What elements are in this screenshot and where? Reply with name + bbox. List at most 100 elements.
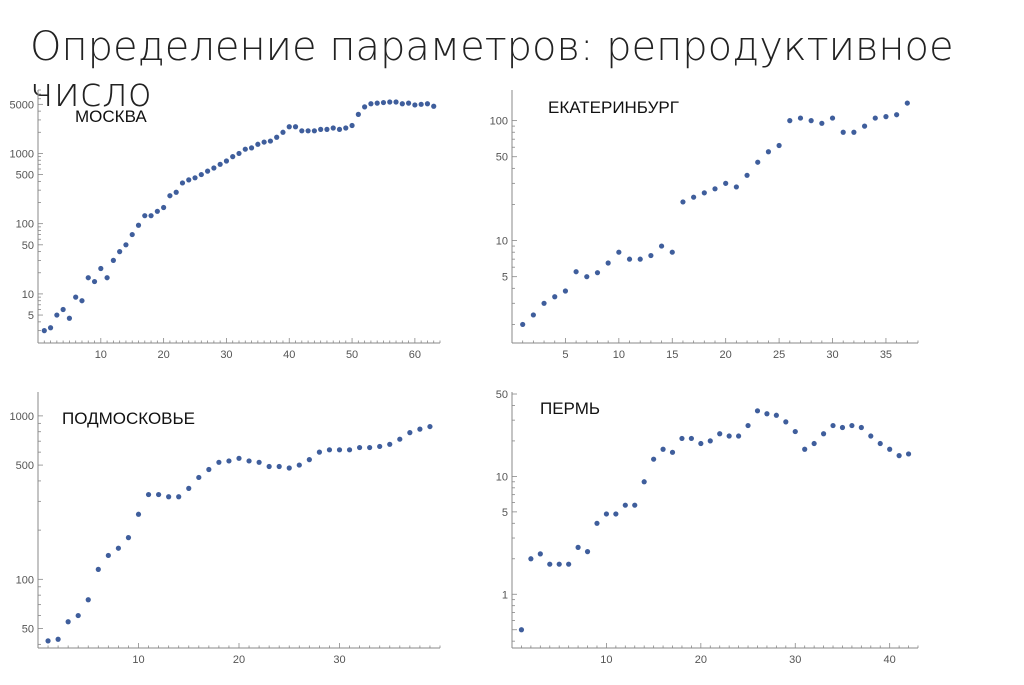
y-tick-label: 5 [502, 272, 508, 284]
data-point [73, 294, 79, 300]
y-tick-label: 50 [22, 624, 34, 636]
data-point [256, 459, 262, 465]
data-point [66, 315, 73, 321]
data-point [839, 424, 846, 431]
data-point [261, 139, 267, 145]
data-point [877, 440, 883, 447]
data-point [651, 456, 657, 462]
data-point [60, 306, 66, 313]
data-point [246, 458, 252, 464]
chart-panel-moscow: 5000 1000 500 100 50 10 5 10 20 30 40 50 60 МОСКВА [10, 89, 441, 361]
data-point [594, 520, 600, 526]
data-point [355, 111, 361, 117]
y-tick-label: 10 [496, 471, 508, 483]
data-point [412, 102, 418, 108]
data-point [868, 433, 874, 439]
data-point [632, 502, 638, 508]
data-point [357, 444, 363, 451]
data-point [530, 312, 536, 318]
data-point [54, 312, 60, 318]
y-tick-label: 100 [490, 116, 508, 128]
data-point [773, 412, 779, 418]
data-point [154, 208, 160, 214]
data-point [236, 150, 242, 157]
data-point [380, 99, 387, 106]
data-point [701, 190, 707, 196]
data-point [698, 440, 704, 447]
panel-title-perm: ПЕРМЬ [540, 399, 600, 418]
data-point [552, 294, 558, 300]
x-tick-label: 20 [233, 654, 245, 666]
data-point [248, 145, 255, 151]
data-point [276, 463, 282, 470]
y-tick-label: 1000 [10, 148, 34, 160]
data-point [797, 115, 804, 121]
y-tick-label: 100 [16, 574, 34, 586]
data-point [148, 213, 154, 219]
x-tick-label: 35 [880, 349, 892, 361]
data-point [764, 411, 770, 417]
data-point [41, 328, 47, 334]
data-point [105, 552, 111, 559]
data-point [872, 115, 878, 121]
data-point [573, 269, 579, 275]
data-point [723, 180, 729, 186]
data-point [820, 431, 827, 437]
data-point [179, 180, 186, 186]
x-tick-label: 10 [600, 654, 612, 666]
data-point [226, 458, 232, 464]
data-point [858, 424, 864, 431]
data-point [808, 118, 814, 124]
x-tick-label: 30 [220, 349, 232, 361]
x-tick-label: 50 [346, 349, 358, 361]
x-tick-label: 15 [666, 349, 678, 361]
panel-title-yekaterinburg: ЕКАТЕРИНБУРГ [548, 98, 679, 117]
data-point [733, 184, 739, 190]
data-point [637, 256, 643, 262]
data-point [206, 466, 212, 473]
data-point [417, 426, 423, 432]
data-point [299, 128, 305, 134]
data-point [861, 123, 868, 129]
y-tick-label: 500 [16, 170, 34, 182]
data-point [255, 141, 261, 147]
data-point [343, 125, 349, 131]
data-point [393, 99, 399, 105]
slide-title: Определение параметров: репродуктивное ч… [30, 24, 954, 116]
data-point [286, 465, 292, 471]
data-point [161, 204, 167, 211]
data-point [318, 126, 324, 132]
data-point [566, 561, 572, 567]
data-point [173, 189, 179, 195]
data-point [292, 124, 299, 130]
data-point [407, 430, 413, 436]
y-tick-label: 5000 [10, 99, 34, 111]
data-point [125, 534, 132, 541]
data-point [79, 298, 85, 304]
data-point [745, 422, 751, 429]
x-tick-label: 30 [333, 654, 345, 666]
data-point [192, 175, 198, 181]
data-point [55, 636, 61, 642]
data-point [562, 288, 569, 294]
data-point [894, 112, 900, 118]
data-point [792, 428, 798, 435]
data-point [584, 549, 591, 555]
data-point [266, 463, 272, 470]
data-point [336, 126, 343, 132]
data-point [755, 159, 761, 165]
data-point [669, 249, 675, 255]
panel-title-moscow-region: ПОДМОСКОВЬЕ [62, 409, 195, 428]
data-point [142, 213, 148, 219]
data-point [387, 99, 393, 105]
data-point [584, 274, 590, 280]
data-point [167, 193, 173, 199]
data-point [537, 551, 543, 557]
data-point [603, 511, 610, 517]
data-point [242, 146, 248, 152]
data-point [830, 422, 836, 429]
y-tick-label: 5 [28, 310, 34, 322]
data-point [367, 444, 373, 451]
data-point [117, 249, 123, 255]
data-point [123, 242, 129, 248]
